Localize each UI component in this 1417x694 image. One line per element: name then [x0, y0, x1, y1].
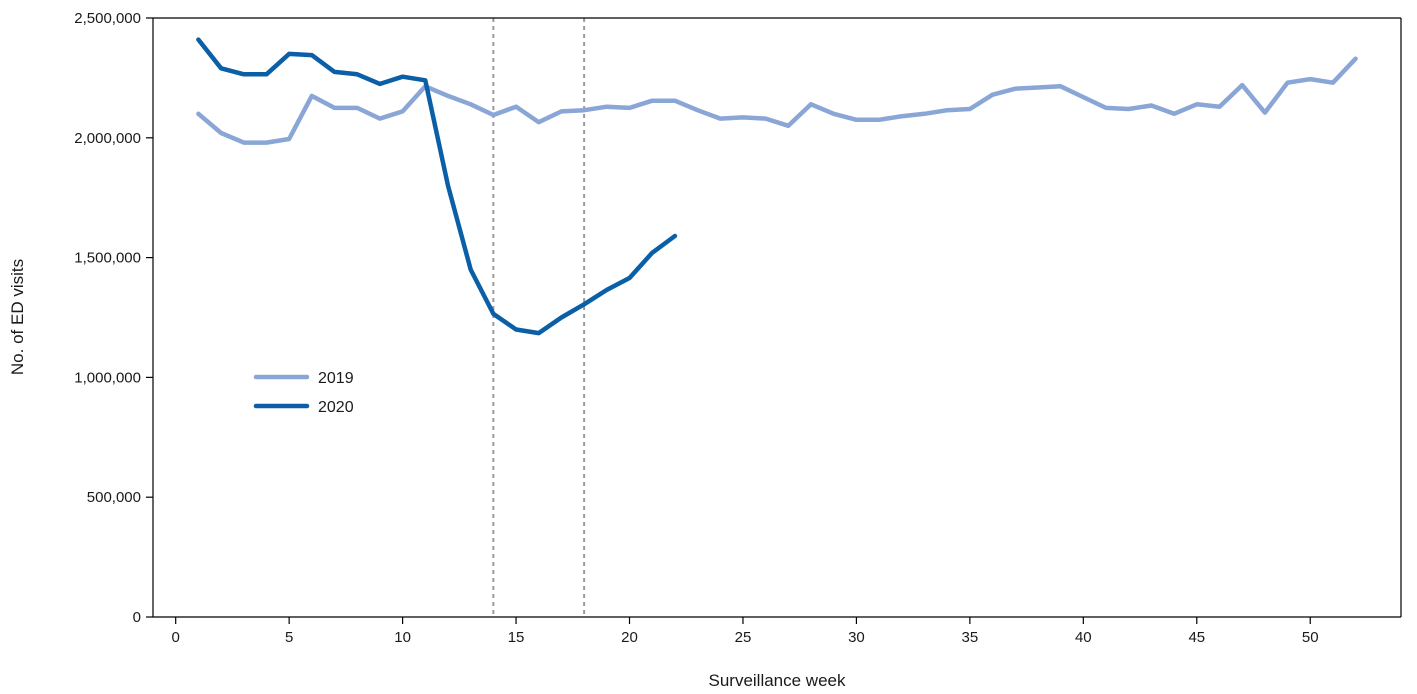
x-tick-label: 25: [735, 629, 752, 646]
x-tick-label: 0: [172, 629, 180, 646]
reference-lines: [492, 18, 586, 617]
y-tick-label: 2,500,000: [74, 10, 141, 27]
y-tick-label: 2,000,000: [74, 130, 141, 147]
y-tick-label: 0: [133, 609, 141, 626]
series-line-2020: [196, 37, 678, 336]
x-tick-label: 40: [1075, 629, 1092, 646]
x-tick-label: 35: [962, 629, 979, 646]
x-tick-label: 15: [508, 629, 525, 646]
axes: [152, 17, 1402, 618]
x-tick-label: 50: [1302, 629, 1319, 646]
x-tick-label: 20: [621, 629, 638, 646]
series-line-2019: [196, 56, 1358, 145]
series-layer: [196, 37, 1358, 336]
legend-label-2019: 2019: [318, 370, 354, 387]
x-tick-label: 5: [285, 629, 293, 646]
y-ticks: 0 500,000 1,000,000 1,500,000 2,000,000 2,500…: [74, 10, 153, 626]
y-tick-label: 500,000: [87, 489, 141, 506]
x-axis-title: Surveillance week: [708, 671, 846, 690]
y-tick-label: 1,500,000: [74, 250, 141, 267]
y-tick-label: 1,000,000: [74, 369, 141, 386]
x-tick-label: 45: [1188, 629, 1205, 646]
legend-label-2020: 2020: [318, 399, 354, 416]
x-ticks: 0 5 10 15 20 25 30 35 40 45 50: [172, 617, 1319, 646]
x-tick-label: 30: [848, 629, 865, 646]
legend: 2019 2020: [253, 370, 354, 416]
y-axis-title: No. of ED visits: [8, 259, 27, 375]
x-tick-label: 10: [394, 629, 411, 646]
